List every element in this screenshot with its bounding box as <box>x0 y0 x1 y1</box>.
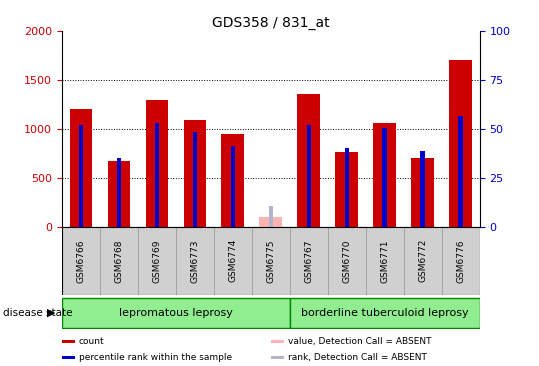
Bar <box>411 158 434 227</box>
Bar <box>307 125 311 227</box>
Bar <box>383 128 387 227</box>
Bar <box>176 227 214 295</box>
Text: GSM6774: GSM6774 <box>229 239 237 283</box>
Bar <box>268 206 273 227</box>
Bar <box>259 217 282 227</box>
Text: GSM6766: GSM6766 <box>77 239 86 283</box>
Text: GSM6773: GSM6773 <box>190 239 199 283</box>
Title: GDS358 / 831_at: GDS358 / 831_at <box>212 16 330 30</box>
Bar <box>79 125 83 227</box>
Bar <box>231 146 235 227</box>
Text: GSM6772: GSM6772 <box>418 239 427 283</box>
Bar <box>442 227 480 295</box>
Bar <box>70 109 92 227</box>
Bar <box>146 100 168 227</box>
Bar <box>344 147 349 227</box>
Bar <box>366 227 404 295</box>
Bar <box>404 227 442 295</box>
Text: disease state: disease state <box>3 308 72 318</box>
Bar <box>335 152 358 227</box>
Bar <box>138 227 176 295</box>
Text: count: count <box>79 337 105 346</box>
Bar <box>62 227 100 295</box>
Bar <box>290 227 328 295</box>
Bar <box>298 94 320 227</box>
Bar <box>116 158 121 227</box>
Bar <box>155 123 159 227</box>
Text: GSM6771: GSM6771 <box>381 239 389 283</box>
Bar <box>271 340 284 343</box>
Bar <box>222 134 244 227</box>
Text: rank, Detection Call = ABSENT: rank, Detection Call = ABSENT <box>288 353 426 362</box>
Text: borderline tuberculoid leprosy: borderline tuberculoid leprosy <box>301 308 468 318</box>
Text: GSM6768: GSM6768 <box>114 239 123 283</box>
Bar <box>108 161 130 227</box>
Bar <box>62 298 290 328</box>
Text: value, Detection Call = ABSENT: value, Detection Call = ABSENT <box>288 337 431 346</box>
Text: GSM6775: GSM6775 <box>266 239 275 283</box>
Bar <box>192 132 197 227</box>
Text: GSM6769: GSM6769 <box>153 239 161 283</box>
Text: GSM6770: GSM6770 <box>342 239 351 283</box>
Bar <box>374 123 396 227</box>
Bar <box>62 356 75 359</box>
Bar <box>252 227 290 295</box>
Text: lepromatous leprosy: lepromatous leprosy <box>119 308 233 318</box>
Bar <box>271 356 284 359</box>
Bar <box>290 298 480 328</box>
Bar <box>214 227 252 295</box>
Text: percentile rank within the sample: percentile rank within the sample <box>79 353 232 362</box>
Bar <box>459 116 463 227</box>
Text: GSM6767: GSM6767 <box>305 239 313 283</box>
Text: GSM6776: GSM6776 <box>456 239 465 283</box>
Bar <box>420 150 425 227</box>
Bar <box>328 227 366 295</box>
Text: ▶: ▶ <box>47 308 56 318</box>
Bar <box>100 227 138 295</box>
Bar <box>183 120 206 227</box>
Bar <box>62 340 75 343</box>
Bar <box>450 60 472 227</box>
